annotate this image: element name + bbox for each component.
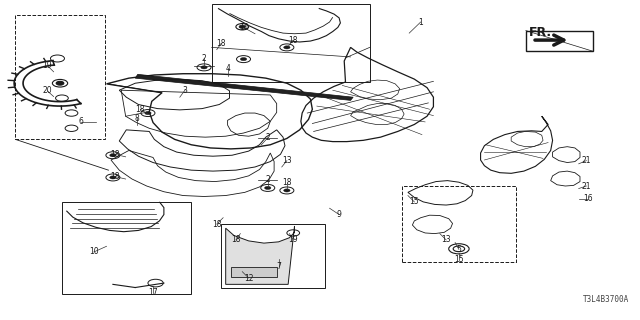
Text: 18: 18 <box>282 178 292 187</box>
Circle shape <box>284 189 290 192</box>
Text: 5: 5 <box>456 245 461 254</box>
Circle shape <box>241 58 246 61</box>
Text: 18: 18 <box>231 236 241 244</box>
Text: 3: 3 <box>182 86 188 95</box>
Text: 18: 18 <box>136 105 145 114</box>
Circle shape <box>284 46 290 49</box>
Text: 6: 6 <box>79 117 83 126</box>
Text: 8: 8 <box>135 114 140 123</box>
Text: 9: 9 <box>337 210 342 219</box>
Polygon shape <box>226 226 294 284</box>
Text: 10: 10 <box>89 247 99 257</box>
Text: 18: 18 <box>110 150 120 159</box>
Text: 2: 2 <box>202 54 207 63</box>
Text: FR.: FR. <box>529 26 552 38</box>
Bar <box>212 4 370 82</box>
Bar <box>15 15 104 140</box>
Text: 13: 13 <box>282 156 292 165</box>
Text: 18: 18 <box>110 172 120 181</box>
Text: 1: 1 <box>419 18 423 27</box>
Polygon shape <box>135 74 353 100</box>
Text: 15: 15 <box>410 197 419 206</box>
Circle shape <box>109 154 116 157</box>
Circle shape <box>201 66 207 69</box>
Text: 21: 21 <box>582 181 591 190</box>
Bar <box>231 267 276 277</box>
Bar <box>401 186 516 262</box>
Text: 2: 2 <box>266 133 270 142</box>
Text: 4: 4 <box>225 63 230 73</box>
Text: 13: 13 <box>442 236 451 244</box>
Text: 21: 21 <box>582 156 591 165</box>
Text: 18: 18 <box>212 220 221 228</box>
Text: 2: 2 <box>266 174 270 184</box>
Text: 20: 20 <box>42 86 52 95</box>
Text: 12: 12 <box>244 274 253 283</box>
Text: 19: 19 <box>289 236 298 244</box>
Text: 14: 14 <box>239 23 248 32</box>
Bar <box>526 31 593 51</box>
Circle shape <box>239 25 246 28</box>
Text: 18: 18 <box>289 36 298 44</box>
Circle shape <box>264 186 271 189</box>
Circle shape <box>145 111 151 115</box>
Text: 18: 18 <box>216 39 226 48</box>
Circle shape <box>56 81 64 85</box>
Text: 19: 19 <box>42 61 52 70</box>
Text: 16: 16 <box>583 194 593 203</box>
Text: 17: 17 <box>148 288 158 297</box>
Text: 7: 7 <box>276 262 281 271</box>
Bar <box>221 224 325 288</box>
Bar <box>62 202 191 294</box>
Text: T3L4B3700A: T3L4B3700A <box>583 295 629 304</box>
Circle shape <box>109 176 116 179</box>
Text: 15: 15 <box>454 255 464 264</box>
